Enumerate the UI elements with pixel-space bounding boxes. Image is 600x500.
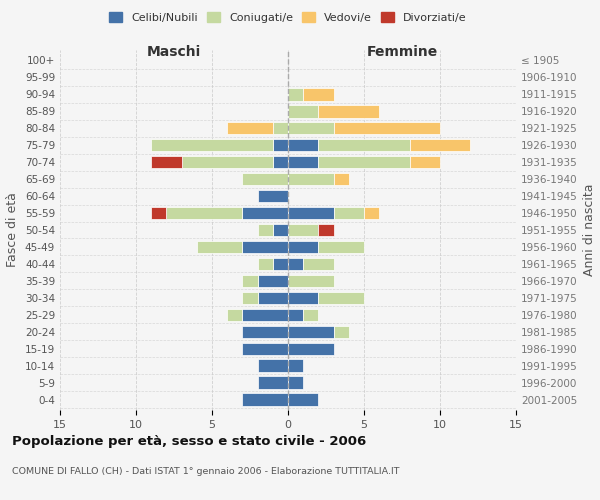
Bar [151,156,182,168]
Bar [288,122,334,134]
Bar [288,258,303,270]
Bar [257,258,273,270]
Bar [288,105,319,118]
Y-axis label: Anni di nascita: Anni di nascita [583,184,596,276]
Bar [288,240,319,254]
Bar [257,360,288,372]
Bar [151,138,273,151]
Bar [319,240,364,254]
Bar [288,376,303,389]
Bar [257,274,288,287]
Bar [334,206,364,220]
Legend: Celibi/Nubili, Coniugati/e, Vedovi/e, Divorziati/e: Celibi/Nubili, Coniugati/e, Vedovi/e, Di… [109,12,467,23]
Text: Popolazione per età, sesso e stato civile - 2006: Popolazione per età, sesso e stato civil… [12,435,366,448]
Bar [197,240,242,254]
Bar [288,394,319,406]
Bar [257,292,288,304]
Bar [288,172,334,186]
Bar [242,308,288,322]
Bar [303,308,319,322]
Bar [273,258,288,270]
Bar [257,190,288,202]
Bar [227,308,242,322]
Bar [319,156,410,168]
Bar [151,206,166,220]
Bar [257,224,273,236]
Bar [242,326,288,338]
Bar [288,326,334,338]
Bar [334,122,440,134]
Bar [288,308,303,322]
Bar [242,394,288,406]
Bar [334,172,349,186]
Bar [242,292,257,304]
Text: Maschi: Maschi [147,44,201,59]
Text: Femmine: Femmine [367,44,437,59]
Bar [166,206,242,220]
Bar [242,240,288,254]
Bar [319,105,379,118]
Bar [410,138,470,151]
Bar [288,342,334,355]
Bar [288,88,303,101]
Bar [273,138,288,151]
Bar [319,224,334,236]
Bar [242,206,288,220]
Bar [303,258,334,270]
Bar [288,138,319,151]
Bar [410,156,440,168]
Bar [288,224,319,236]
Bar [242,172,288,186]
Bar [288,156,319,168]
Y-axis label: Fasce di età: Fasce di età [7,192,19,268]
Bar [227,122,273,134]
Bar [273,156,288,168]
Bar [288,274,334,287]
Bar [288,292,319,304]
Bar [364,206,379,220]
Bar [273,224,288,236]
Bar [273,122,288,134]
Bar [319,138,410,151]
Bar [303,88,334,101]
Bar [257,376,288,389]
Bar [319,292,364,304]
Bar [288,360,303,372]
Bar [242,274,257,287]
Bar [288,206,334,220]
Bar [334,326,349,338]
Bar [242,342,288,355]
Text: COMUNE DI FALLO (CH) - Dati ISTAT 1° gennaio 2006 - Elaborazione TUTTITALIA.IT: COMUNE DI FALLO (CH) - Dati ISTAT 1° gen… [12,468,400,476]
Bar [182,156,273,168]
